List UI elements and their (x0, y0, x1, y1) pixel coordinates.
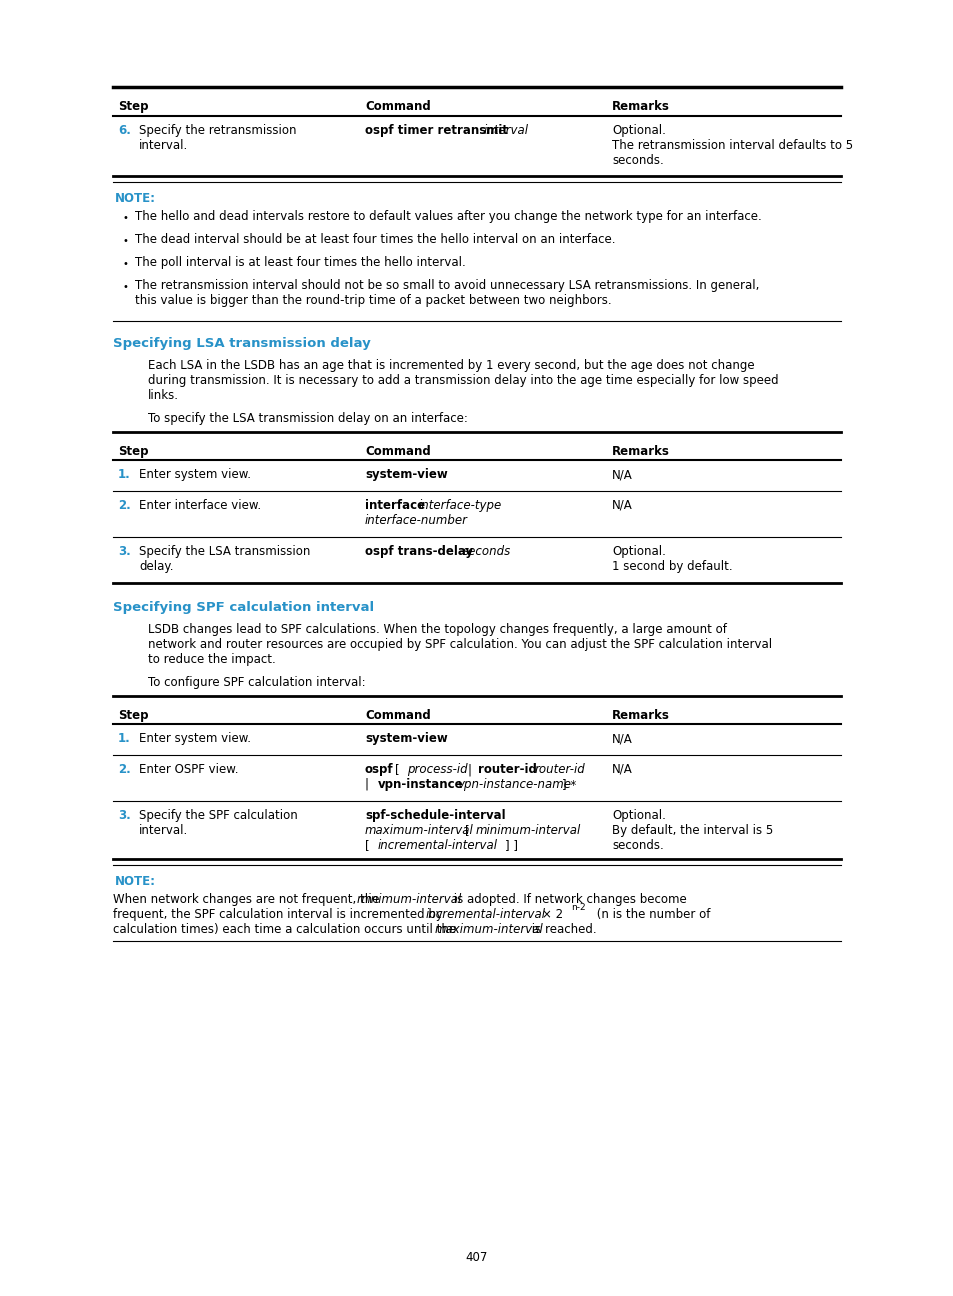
Text: Command: Command (365, 100, 431, 113)
Text: 2.: 2. (118, 763, 131, 776)
Text: •: • (123, 213, 129, 223)
Text: minimum-interval: minimum-interval (356, 893, 462, 906)
Text: To configure SPF calculation interval:: To configure SPF calculation interval: (148, 677, 365, 689)
Text: incremental-interval: incremental-interval (426, 908, 545, 921)
Text: to reduce the impact.: to reduce the impact. (148, 653, 275, 666)
Text: Each LSA in the LSDB has an age that is incremented by 1 every second, but the a: Each LSA in the LSDB has an age that is … (148, 359, 754, 372)
Text: Optional.: Optional. (612, 809, 665, 822)
Text: Optional.: Optional. (612, 546, 665, 559)
Text: Remarks: Remarks (612, 100, 669, 113)
Text: × 2: × 2 (541, 908, 562, 921)
Text: seconds.: seconds. (612, 154, 663, 167)
Text: seconds: seconds (462, 546, 511, 559)
Text: frequent, the SPF calculation interval is incremented by: frequent, the SPF calculation interval i… (112, 908, 446, 921)
Text: N/A: N/A (612, 763, 632, 776)
Text: When network changes are not frequent, the: When network changes are not frequent, t… (112, 893, 383, 906)
Text: 3.: 3. (118, 546, 131, 559)
Text: Specifying SPF calculation interval: Specifying SPF calculation interval (112, 601, 374, 614)
Text: Command: Command (365, 445, 431, 457)
Text: interval.: interval. (139, 824, 188, 837)
Text: Remarks: Remarks (612, 709, 669, 722)
Text: system-view: system-view (365, 732, 447, 745)
Text: The poll interval is at least four times the hello interval.: The poll interval is at least four times… (135, 257, 465, 270)
Text: 2.: 2. (118, 499, 131, 512)
Text: [: [ (395, 763, 403, 776)
Text: vpn-instance: vpn-instance (377, 778, 463, 791)
Text: Step: Step (118, 709, 149, 722)
Text: router-id: router-id (477, 763, 537, 776)
Text: ] *: ] * (561, 778, 576, 791)
Text: N/A: N/A (612, 732, 632, 745)
Text: interval: interval (483, 124, 529, 137)
Text: 6.: 6. (118, 124, 131, 137)
Text: is adopted. If network changes become: is adopted. If network changes become (450, 893, 686, 906)
Text: By default, the interval is 5: By default, the interval is 5 (612, 824, 773, 837)
Text: 1.: 1. (118, 468, 131, 481)
Text: minimum-interval: minimum-interval (476, 824, 580, 837)
Text: ospf timer retransmit: ospf timer retransmit (365, 124, 512, 137)
Text: The hello and dead intervals restore to default values after you change the netw: The hello and dead intervals restore to … (135, 210, 760, 223)
Text: To specify the LSA transmission delay on an interface:: To specify the LSA transmission delay on… (148, 412, 467, 425)
Text: Enter interface view.: Enter interface view. (139, 499, 261, 512)
Text: interface-number: interface-number (365, 515, 468, 527)
Text: calculation times) each time a calculation occurs until the: calculation times) each time a calculati… (112, 923, 459, 936)
Text: LSDB changes lead to SPF calculations. When the topology changes frequently, a l: LSDB changes lead to SPF calculations. W… (148, 623, 726, 636)
Text: •: • (123, 283, 129, 292)
Text: Enter OSPF view.: Enter OSPF view. (139, 763, 238, 776)
Text: 1.: 1. (118, 732, 131, 745)
Text: spf-schedule-interval: spf-schedule-interval (365, 809, 505, 822)
Text: 1 second by default.: 1 second by default. (612, 560, 732, 573)
Text: Specify the LSA transmission: Specify the LSA transmission (139, 546, 310, 559)
Text: Step: Step (118, 100, 149, 113)
Text: Enter system view.: Enter system view. (139, 468, 251, 481)
Text: Specify the retransmission: Specify the retransmission (139, 124, 296, 137)
Text: maximum-interval: maximum-interval (365, 824, 474, 837)
Text: The dead interval should be at least four times the hello interval on an interfa: The dead interval should be at least fou… (135, 233, 615, 246)
Text: •: • (123, 259, 129, 270)
Text: |: | (468, 763, 476, 776)
Text: interval.: interval. (139, 139, 188, 152)
Text: NOTE:: NOTE: (115, 875, 156, 888)
Text: incremental-interval: incremental-interval (377, 839, 497, 851)
Text: network and router resources are occupied by SPF calculation. You can adjust the: network and router resources are occupie… (148, 638, 771, 651)
Text: is reached.: is reached. (527, 923, 596, 936)
Text: router-id: router-id (535, 763, 585, 776)
Text: Command: Command (365, 709, 431, 722)
Text: ospf: ospf (365, 763, 394, 776)
Text: The retransmission interval should not be so small to avoid unnecessary LSA retr: The retransmission interval should not b… (135, 279, 759, 292)
Text: n-2: n-2 (571, 903, 585, 912)
Text: system-view: system-view (365, 468, 447, 481)
Text: |: | (365, 778, 373, 791)
Text: vpn-instance-name: vpn-instance-name (456, 778, 571, 791)
Text: 3.: 3. (118, 809, 131, 822)
Text: N/A: N/A (612, 468, 632, 481)
Text: seconds.: seconds. (612, 839, 663, 851)
Text: interface-type: interface-type (418, 499, 501, 512)
Text: The retransmission interval defaults to 5: The retransmission interval defaults to … (612, 139, 852, 152)
Text: •: • (123, 236, 129, 246)
Text: links.: links. (148, 389, 179, 402)
Text: Specifying LSA transmission delay: Specifying LSA transmission delay (112, 337, 371, 350)
Text: Enter system view.: Enter system view. (139, 732, 251, 745)
Text: maximum-interval: maximum-interval (435, 923, 543, 936)
Text: NOTE:: NOTE: (115, 192, 156, 205)
Text: [: [ (464, 824, 473, 837)
Text: Step: Step (118, 445, 149, 457)
Text: 407: 407 (465, 1251, 488, 1264)
Text: ] ]: ] ] (504, 839, 517, 851)
Text: delay.: delay. (139, 560, 173, 573)
Text: Specify the SPF calculation: Specify the SPF calculation (139, 809, 297, 822)
Text: Remarks: Remarks (612, 445, 669, 457)
Text: this value is bigger than the round-trip time of a packet between two neighbors.: this value is bigger than the round-trip… (135, 294, 611, 307)
Text: N/A: N/A (612, 499, 632, 512)
Text: Optional.: Optional. (612, 124, 665, 137)
Text: process-id: process-id (407, 763, 467, 776)
Text: (n is the number of: (n is the number of (593, 908, 710, 921)
Text: during transmission. It is necessary to add a transmission delay into the age ti: during transmission. It is necessary to … (148, 375, 778, 388)
Text: [: [ (365, 839, 373, 851)
Text: interface: interface (365, 499, 429, 512)
Text: ospf trans-delay: ospf trans-delay (365, 546, 476, 559)
